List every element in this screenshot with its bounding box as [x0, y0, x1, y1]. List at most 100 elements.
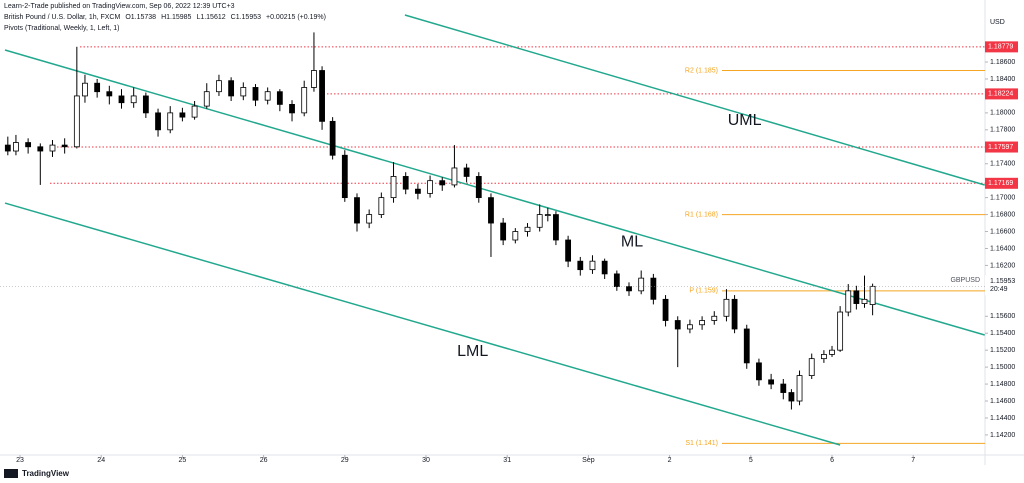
x-tick-label: 24: [97, 457, 105, 464]
candle-body: [142, 95, 149, 114]
level-label: 1.17169: [988, 180, 1013, 187]
candle-body: [13, 142, 19, 152]
x-tick-label: 25: [179, 457, 187, 464]
candle-body: [488, 197, 494, 224]
candle-body: [626, 286, 632, 292]
y-tick-label: 1.17400: [990, 161, 1015, 168]
candle-body: [216, 80, 222, 93]
symbol-item: C1.15953: [231, 14, 261, 21]
candle-body: [820, 354, 827, 360]
candle-body: [687, 324, 693, 330]
candle-body: [402, 176, 409, 190]
candle-body: [378, 197, 385, 215]
candle-body: [780, 383, 787, 393]
last-price-bg: [985, 275, 1024, 296]
channel-label: LML: [457, 343, 488, 360]
candle-body: [723, 298, 730, 317]
x-tick-label: Sep: [582, 457, 595, 464]
candle-body: [808, 358, 815, 376]
pivot-label: R2 (1.185): [685, 67, 718, 74]
y-tick-label: 1.16800: [990, 211, 1015, 218]
candle-body: [638, 277, 645, 292]
candle-body: [589, 260, 596, 271]
channel-line: [404, 14, 985, 186]
level-label-bg: [985, 177, 1018, 189]
x-tick-label: 29: [341, 457, 349, 464]
candle-body: [861, 298, 868, 304]
pivot-label: S1 (1.141): [685, 440, 718, 447]
y-tick-label: 1.15000: [990, 364, 1015, 371]
candle-body: [674, 320, 681, 330]
currency: USD: [990, 19, 1005, 26]
level-label: 1.18224: [988, 91, 1013, 98]
pivot-label: P (1.159): [689, 288, 718, 295]
candle-body: [130, 95, 137, 104]
candle-body: [577, 260, 584, 271]
level-label-bg: [985, 141, 1018, 153]
indicator: Pivots (Traditional, Weekly, 1, Left, 1): [4, 25, 119, 32]
y-tick-label: 1.14200: [990, 432, 1015, 439]
candle-body: [167, 112, 174, 131]
y-tick-label: 1.18400: [990, 76, 1015, 83]
candle-body: [73, 95, 80, 148]
candle-body: [240, 87, 247, 97]
candle-body: [853, 290, 860, 304]
candle-body: [25, 142, 32, 148]
candle-body: [252, 87, 259, 101]
candle-body: [536, 214, 543, 228]
candle-body: [49, 144, 56, 152]
candle-body: [662, 298, 669, 321]
publisher: Learn-2-Trade published on TradingView.c…: [4, 3, 235, 10]
candle-body: [743, 328, 750, 364]
candle-body: [329, 120, 336, 156]
candle-body: [191, 105, 198, 118]
level-label: 1.17597: [988, 144, 1013, 151]
candle-body: [731, 298, 738, 330]
y-tick-label: 1.15400: [990, 330, 1015, 337]
overlay: Learn-2-Trade published on TradingView.c…: [4, 3, 1024, 478]
x-tick-label: 2: [668, 457, 672, 464]
symbol-item: O1.15738: [125, 14, 156, 21]
candle-body: [650, 277, 657, 300]
last-price-symbol: GBPUSD: [950, 277, 980, 284]
candle-body: [439, 180, 446, 186]
candle-body: [311, 70, 317, 88]
y-tick-label: 1.14800: [990, 381, 1015, 388]
candle-body: [354, 197, 360, 224]
candle-body: [837, 311, 844, 351]
y-tick-label: 1.16600: [990, 228, 1015, 235]
candle-body: [845, 290, 852, 313]
y-tick-label: 1.17000: [990, 194, 1015, 201]
x-tick-label: 26: [260, 457, 268, 464]
y-tick-label: 1.18600: [990, 59, 1015, 66]
candle-body: [451, 167, 458, 186]
symbol-item: H1.15985: [161, 14, 191, 21]
candle-body: [414, 188, 421, 194]
y-tick-label: 1.15600: [990, 313, 1015, 320]
candle-body: [711, 315, 718, 321]
candle-body: [796, 375, 803, 402]
candle-body: [544, 214, 551, 216]
y-tick-label: 1.14600: [990, 398, 1015, 405]
candle-body: [203, 91, 210, 107]
candle-body: [179, 112, 186, 118]
x-tick-label: 7: [911, 457, 915, 464]
level-label: 1.18779: [988, 44, 1013, 51]
candle-body: [756, 362, 762, 381]
pivot-label: R1 (1.168): [685, 211, 718, 218]
candle-body: [699, 320, 705, 326]
x-tick-label: 23: [16, 457, 24, 464]
candle-body: [276, 91, 283, 105]
y-tick-label: 1.15200: [990, 347, 1015, 354]
candle-body: [427, 180, 433, 194]
candle-body: [341, 154, 348, 199]
x-tick-label: 31: [503, 457, 511, 464]
plot-area: R2 (1.185) R1 (1.168) P (1.159) S1 (1.141): [0, 14, 988, 458]
candle-body: [118, 95, 125, 104]
candle-body: [390, 176, 397, 199]
level-label-bg: [985, 41, 1018, 53]
x-tick-label: 5: [749, 457, 753, 464]
channel-label: UML: [728, 112, 762, 129]
y-tick-label: 1.16200: [990, 262, 1015, 269]
